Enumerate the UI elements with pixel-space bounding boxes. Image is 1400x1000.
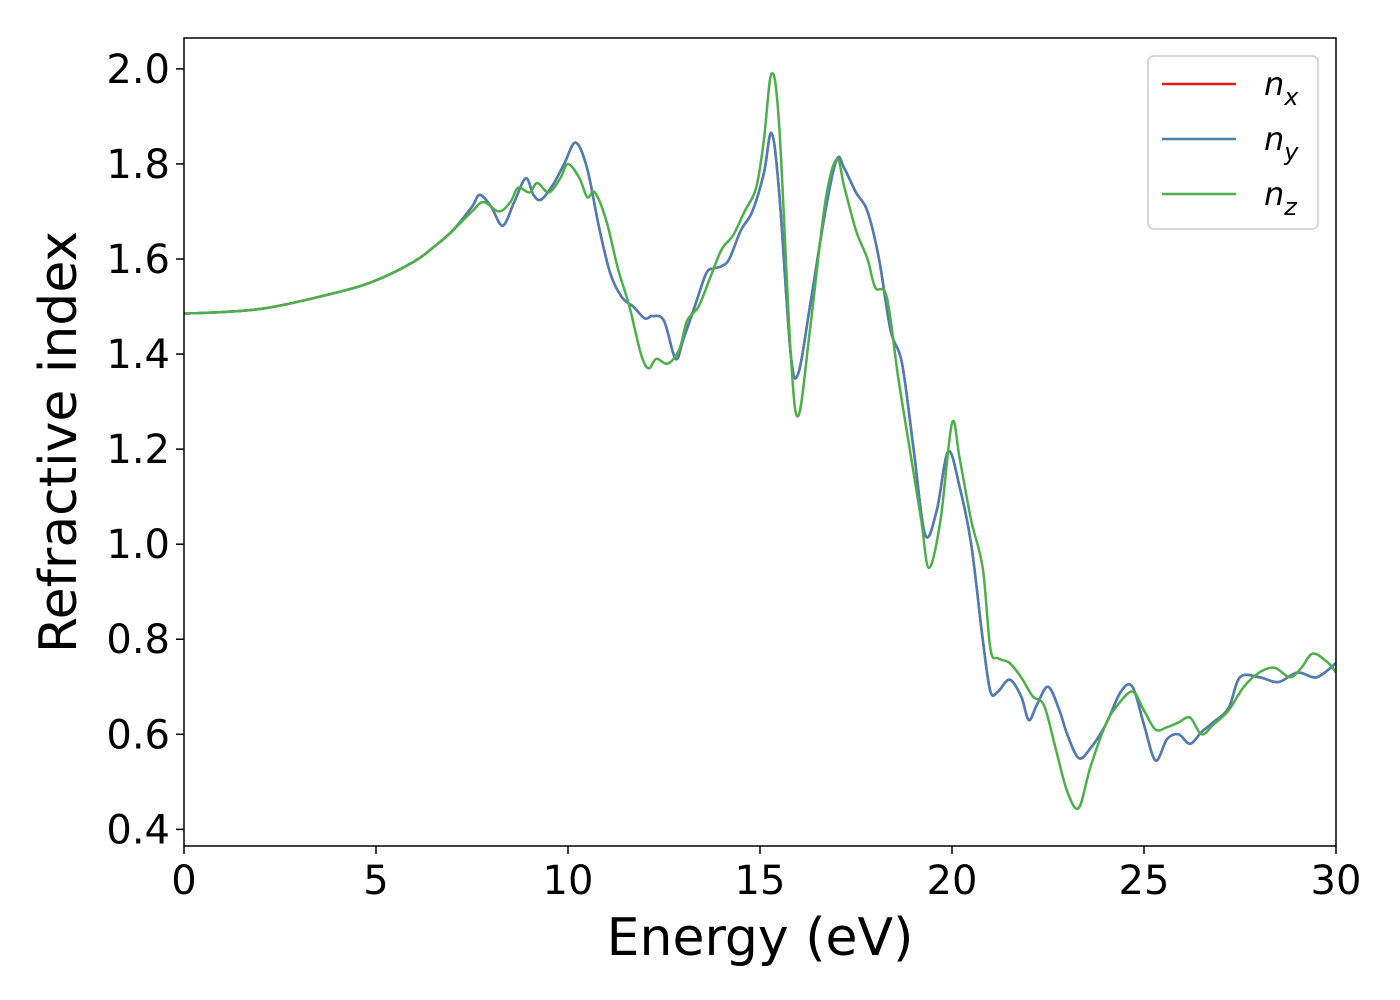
y-tick-label: 2.0 [106,47,170,93]
y-tick-label: 0.4 [106,807,170,853]
x-tick-label: 25 [1119,858,1170,904]
y-tick-label: 1.2 [106,427,170,473]
x-tick-label: 5 [363,858,388,904]
y-tick-label: 1.8 [106,142,170,188]
y-tick-label: 1.0 [106,522,170,568]
y-axis-label: Refractive index [29,231,89,653]
series-line-n-z [184,72,1336,811]
x-axis-label: Energy (eV) [607,908,914,968]
legend-label-x: nx [1264,65,1299,111]
series-line-n-y [184,131,1336,762]
x-axis: 0 5 10 15 20 25 30 [171,846,1361,904]
x-tick-label: 0 [171,858,196,904]
y-tick-label: 1.6 [106,237,170,283]
series-layer [184,72,1336,811]
y-tick-label: 0.6 [106,712,170,758]
legend-box [1147,55,1319,230]
x-tick-label: 30 [1311,858,1362,904]
y-tick-label: 1.4 [106,332,170,378]
legend: nx ny nz [1147,55,1319,230]
y-tick-label: 0.8 [106,617,170,663]
y-axis: 0.4 0.6 0.8 1.0 1.2 1.4 1.6 1.8 2.0 [106,47,184,853]
x-tick-label: 15 [735,858,786,904]
x-tick-label: 20 [927,858,978,904]
legend-label-y: ny [1264,120,1299,166]
legend-label-z: nz [1264,175,1298,221]
x-tick-label: 10 [543,858,594,904]
